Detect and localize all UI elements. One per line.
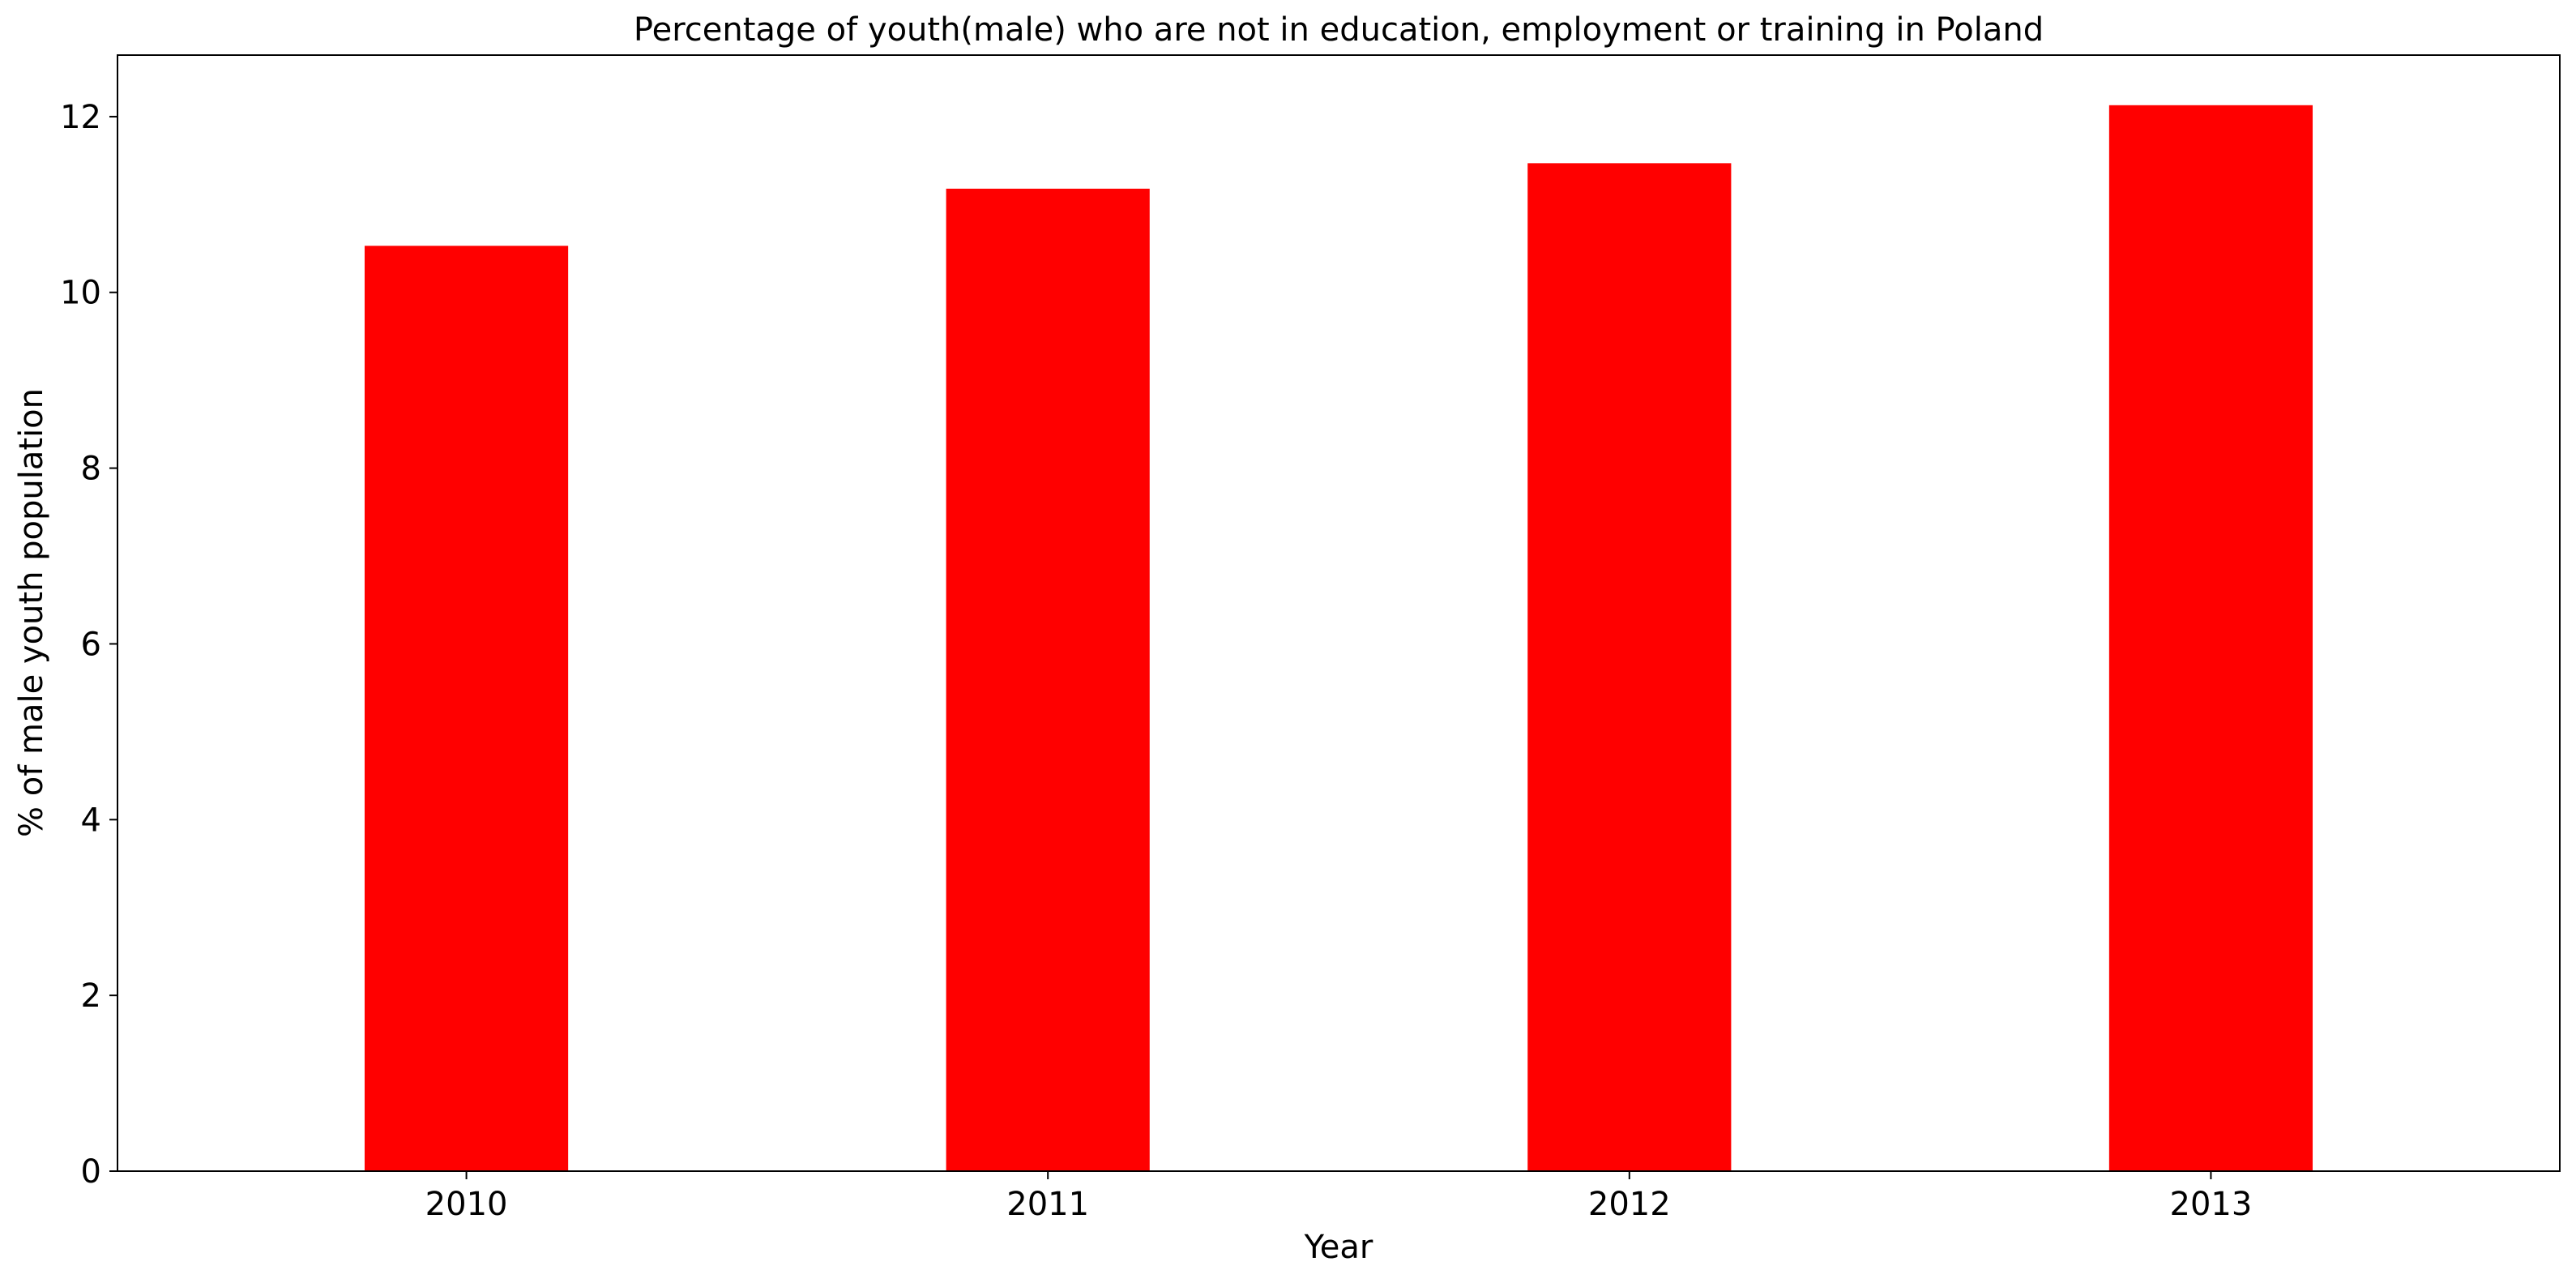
x-tick-label: 2012 bbox=[1588, 1186, 1671, 1223]
chart-title: Percentage of youth(male) who are not in… bbox=[634, 11, 2044, 49]
bar-2012 bbox=[1527, 163, 1732, 1171]
y-tick-label: 12 bbox=[60, 99, 101, 136]
bars-layer bbox=[364, 105, 2313, 1172]
y-axis-label: % of male youth population bbox=[13, 388, 50, 837]
x-tick-label: 2011 bbox=[1006, 1186, 1089, 1223]
y-axis: 0 2 4 6 8 10 12 bbox=[60, 99, 117, 1191]
bar-2011 bbox=[946, 188, 1150, 1172]
y-tick-label: 2 bbox=[81, 977, 101, 1015]
y-tick-label: 10 bbox=[60, 275, 101, 312]
y-tick-label: 0 bbox=[81, 1153, 101, 1191]
plot-frame bbox=[117, 54, 2561, 1172]
y-tick-label: 4 bbox=[81, 802, 101, 839]
y-tick-label: 8 bbox=[81, 451, 101, 488]
x-axis-label: Year bbox=[1304, 1229, 1373, 1266]
bar-2010 bbox=[364, 246, 569, 1171]
x-tick-label: 2010 bbox=[425, 1186, 508, 1223]
x-tick-label: 2013 bbox=[2170, 1186, 2253, 1223]
bar-2013 bbox=[2108, 105, 2313, 1171]
y-tick-label: 6 bbox=[81, 626, 101, 663]
x-axis: 2010 2011 2012 2013 bbox=[425, 1171, 2253, 1223]
